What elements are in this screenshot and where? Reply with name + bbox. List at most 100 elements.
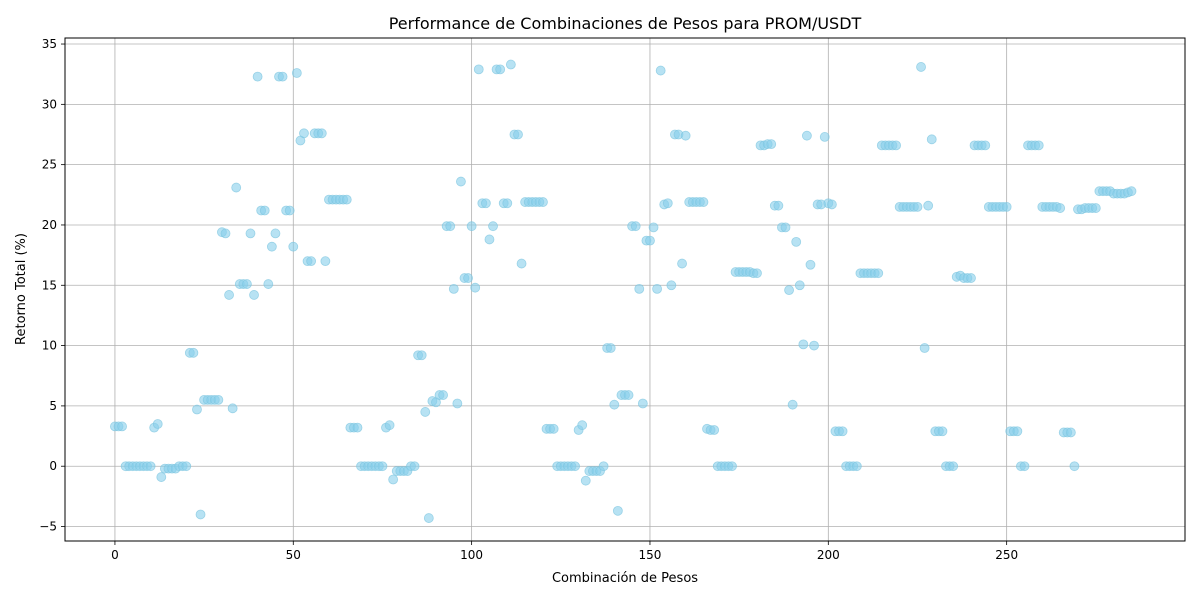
data-point — [284, 205, 295, 216]
y-tick-label: 5 — [49, 399, 57, 413]
data-point — [456, 176, 466, 187]
data-point — [384, 420, 395, 431]
x-axis-label: Combinación de Pesos — [552, 571, 698, 586]
data-point — [912, 201, 923, 212]
data-point — [259, 205, 270, 216]
y-tick-label: 15 — [42, 278, 57, 292]
data-point — [727, 461, 737, 472]
data-point — [288, 241, 299, 252]
data-point — [341, 194, 352, 205]
plot-frame — [64, 37, 1186, 542]
data-point — [316, 128, 327, 139]
axis-ticks: 0 50 100 150 200 250 −5 0 5 10 15 20 25 30 35 — [39, 37, 1018, 562]
data-point — [652, 283, 663, 294]
x-tick-label: 200 — [817, 548, 840, 562]
y-tick-label: 30 — [42, 97, 57, 111]
data-point — [231, 182, 242, 193]
data-point — [438, 390, 448, 400]
data-point — [609, 399, 620, 410]
data-point — [463, 273, 473, 283]
data-point — [766, 139, 777, 150]
data-point — [145, 461, 156, 472]
data-point — [488, 221, 498, 232]
data-point — [1001, 201, 1012, 212]
data-point — [470, 282, 481, 293]
data-point — [612, 505, 623, 516]
y-tick-label: 35 — [42, 37, 57, 51]
data-point — [473, 64, 484, 75]
data-point — [794, 280, 805, 291]
data-point — [299, 128, 309, 139]
data-point — [1055, 203, 1066, 213]
data-point — [548, 423, 559, 434]
data-point — [516, 258, 527, 269]
data-point — [277, 71, 288, 82]
data-point — [423, 513, 434, 523]
data-point — [605, 343, 616, 353]
data-point — [505, 59, 516, 70]
grid-lines — [65, 38, 1185, 541]
data-point — [242, 279, 252, 289]
y-axis-label: Retorno Total (%) — [14, 233, 29, 345]
data-point — [680, 130, 691, 141]
data-point — [266, 241, 277, 252]
data-point — [1019, 461, 1030, 472]
data-point — [698, 197, 709, 207]
data-point — [662, 198, 673, 209]
data-point — [709, 425, 720, 435]
y-tick-label: 0 — [49, 459, 57, 473]
data-point — [1069, 461, 1080, 472]
data-point — [152, 419, 163, 429]
x-tick-label: 250 — [995, 548, 1018, 562]
data-point — [1090, 203, 1101, 213]
data-point — [637, 398, 648, 409]
data-point — [809, 340, 819, 351]
data-point — [805, 259, 816, 270]
y-tick-label: 20 — [42, 218, 57, 232]
x-tick-label: 50 — [286, 548, 301, 562]
data-point — [420, 407, 431, 417]
data-point — [291, 68, 302, 78]
data-point — [580, 475, 591, 486]
data-point — [787, 399, 798, 410]
data-point — [181, 461, 192, 472]
data-point — [188, 347, 199, 358]
data-point — [798, 339, 809, 350]
data-point — [873, 268, 884, 279]
data-point — [623, 390, 634, 400]
data-point — [306, 256, 317, 267]
chart-title: Performance de Combinaciones de Pesos pa… — [389, 14, 862, 33]
data-points — [110, 59, 1137, 523]
data-point — [416, 350, 427, 361]
data-point — [480, 198, 491, 209]
data-point — [1126, 186, 1137, 197]
data-point — [192, 404, 202, 415]
data-point — [220, 228, 231, 239]
data-point — [1065, 427, 1076, 438]
data-point — [980, 140, 991, 151]
data-point — [224, 290, 234, 300]
data-point — [452, 398, 463, 409]
y-tick-label: 25 — [42, 158, 57, 172]
data-point — [409, 461, 420, 472]
data-point — [966, 273, 976, 283]
data-point — [780, 222, 791, 233]
data-point — [634, 283, 645, 294]
data-point — [1033, 140, 1044, 151]
data-point — [195, 509, 206, 520]
data-point — [948, 461, 959, 472]
data-point — [156, 472, 167, 482]
data-point — [445, 221, 456, 232]
data-point — [677, 258, 687, 269]
data-point — [448, 283, 459, 294]
data-point — [466, 221, 477, 232]
data-point — [213, 394, 224, 405]
data-point — [352, 422, 363, 433]
data-point — [570, 461, 580, 472]
data-point — [377, 461, 388, 472]
data-point — [926, 134, 937, 145]
x-tick-label: 150 — [639, 548, 662, 562]
data-point — [252, 71, 263, 82]
data-point — [320, 256, 331, 267]
